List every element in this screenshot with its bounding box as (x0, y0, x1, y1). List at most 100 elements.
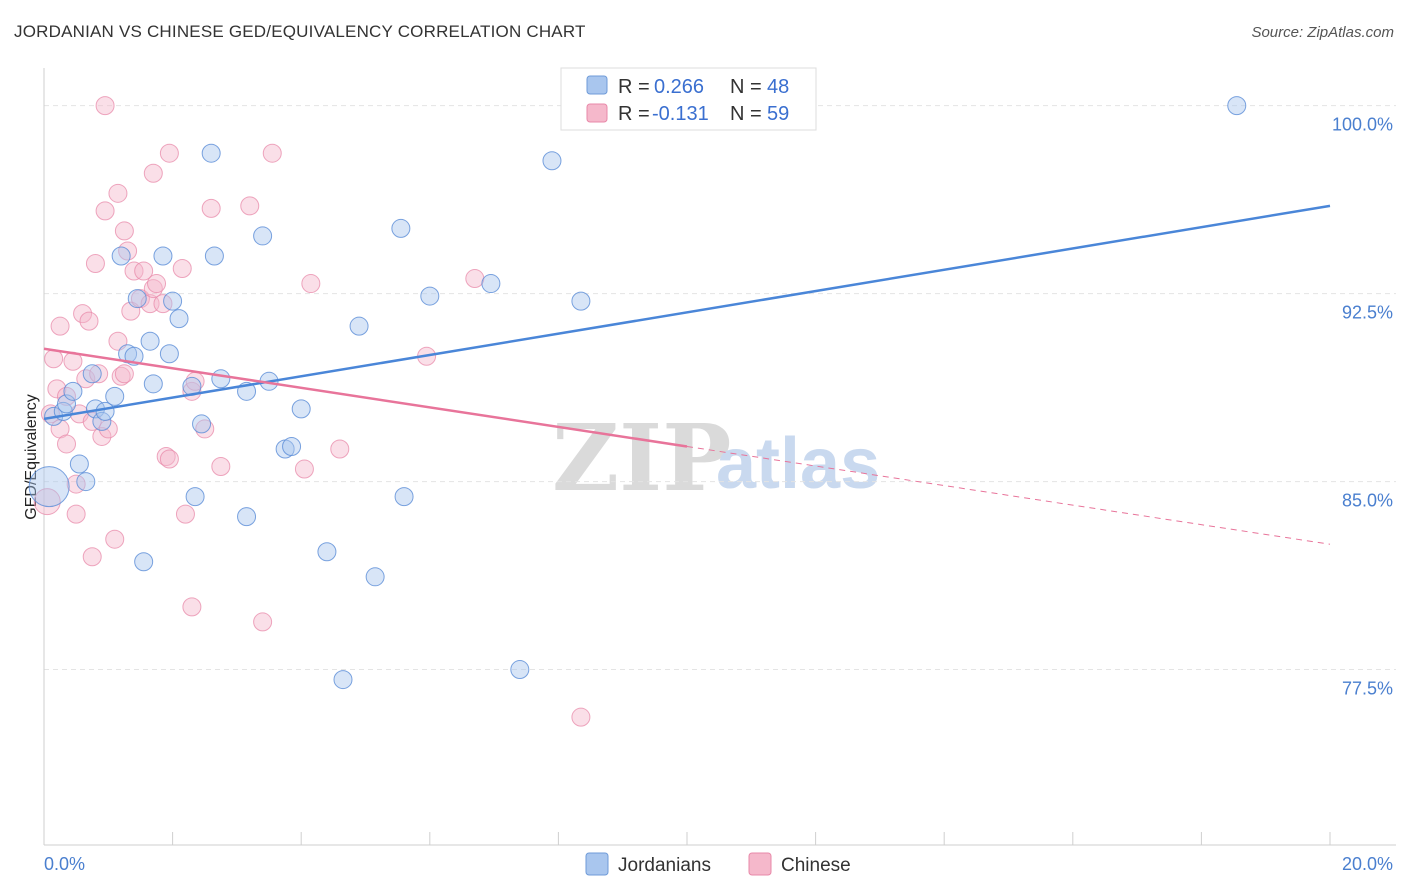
jordanian-point (317, 542, 337, 562)
jordanian-point (169, 309, 189, 329)
chinese-point (465, 269, 485, 289)
jordanian-point (28, 466, 70, 508)
jordanian-trend-line (43, 204, 1331, 421)
jordanian-point (140, 331, 160, 351)
chinese-point (159, 143, 179, 163)
jordanian-point (253, 226, 273, 246)
chinese-point (47, 379, 67, 399)
chinese-point (85, 254, 105, 274)
jordanian-point (127, 289, 147, 309)
jordanian-point (57, 394, 77, 414)
jordanian-point (394, 487, 414, 507)
chinese-point (175, 504, 195, 524)
source-credit: Source: ZipAtlas.com (1251, 24, 1394, 41)
y-tick-label: 92.5% (1342, 303, 1393, 323)
chinese-point (121, 301, 141, 321)
chinese-point (240, 196, 260, 216)
jordanian-point (201, 143, 221, 163)
jordanian-point (365, 567, 385, 587)
bottom-legend: Jordanians Chinese (585, 852, 851, 876)
chinese-point (44, 349, 64, 369)
jordanian-point (542, 151, 562, 171)
chinese-point (143, 279, 163, 299)
chinese-point (253, 612, 273, 632)
jordanian-point (192, 414, 212, 434)
jordanian-point (571, 291, 591, 311)
jordanian-point (134, 552, 154, 572)
chinese-point (82, 547, 102, 567)
chinese-points (33, 96, 591, 727)
chinese-point (105, 529, 125, 549)
legend: R = 0.266 N = 48 R = -0.131 N = 59 (560, 67, 817, 131)
x-axis-ticks (43, 832, 1331, 845)
chinese-point (571, 707, 591, 727)
y-axis-label: GED/Equivalency (23, 394, 40, 519)
legend-swatch-chinese (586, 103, 608, 123)
jordanian-point (105, 386, 125, 406)
jordanian-point (211, 369, 231, 389)
chinese-point (114, 364, 134, 384)
chinese-point (118, 241, 138, 261)
chinese-trend-line (43, 347, 688, 448)
jordanian-point (1227, 96, 1247, 116)
bottom-legend-label-jordanians: Jordanians (618, 855, 711, 876)
jordanian-point (204, 246, 224, 266)
chinese-point (79, 311, 99, 331)
jordanian-point (63, 381, 83, 401)
chinese-point (134, 261, 154, 281)
trend-lines (43, 204, 1331, 545)
chinese-point (195, 419, 215, 439)
x-tick-label-max: 20.0% (1342, 854, 1393, 874)
jordanian-point (82, 364, 102, 384)
chinese-point (262, 143, 282, 163)
chinese-point (50, 316, 70, 336)
chinese-point (95, 201, 115, 221)
chinese-point (182, 597, 202, 617)
jordanian-point (237, 507, 257, 527)
jordanian-point (163, 291, 183, 311)
jordanian-point (76, 472, 96, 492)
y-tick-label: 85.0% (1342, 491, 1393, 511)
chinese-point (172, 259, 192, 279)
watermark-zip: ZIP (552, 404, 731, 512)
legend-r-label-jordanians: R = (618, 76, 650, 98)
y-tick-label: 77.5% (1342, 679, 1393, 699)
chinese-point (57, 434, 77, 454)
chinese-point (211, 457, 231, 477)
chinese-point (82, 411, 102, 431)
legend-r-value-jordanians: 0.266 (654, 76, 704, 98)
chinese-point (57, 386, 77, 406)
bottom-legend-label-chinese: Chinese (781, 855, 851, 876)
jordanian-point (143, 374, 163, 394)
jordanian-point (159, 344, 179, 364)
chinese-point (108, 331, 128, 351)
chinese-point (108, 183, 128, 203)
chinese-point (111, 366, 131, 386)
chinese-point (95, 96, 115, 116)
jordanian-point (333, 670, 353, 690)
legend-n-value-jordanians: 48 (767, 76, 789, 98)
legend-swatch-jordanians (586, 75, 608, 95)
legend-r-value-chinese: -0.131 (652, 103, 709, 125)
chinese-point (89, 364, 109, 384)
chinese-point (301, 274, 321, 294)
chinese-trend-extension (686, 445, 1331, 545)
chinese-point (33, 488, 61, 516)
jordanian-point (291, 399, 311, 419)
jordanian-point (481, 274, 501, 294)
chinese-point (66, 504, 86, 524)
jordanian-point (282, 436, 302, 456)
chinese-point (147, 274, 167, 294)
jordanian-point (69, 454, 89, 474)
watermark-atlas: atlas (716, 424, 880, 504)
legend-n-value-chinese: 59 (767, 103, 789, 125)
jordanian-point (420, 286, 440, 306)
legend-n-label-chinese: N = (730, 103, 762, 125)
chinese-point (201, 198, 221, 218)
y-tick-label: 100.0% (1332, 115, 1393, 135)
bottom-legend-swatch-chinese (748, 852, 772, 876)
bottom-legend-swatch-jordanians (585, 852, 609, 876)
legend-n-label-jordanians: N = (730, 76, 762, 98)
jordanian-point (391, 218, 411, 238)
